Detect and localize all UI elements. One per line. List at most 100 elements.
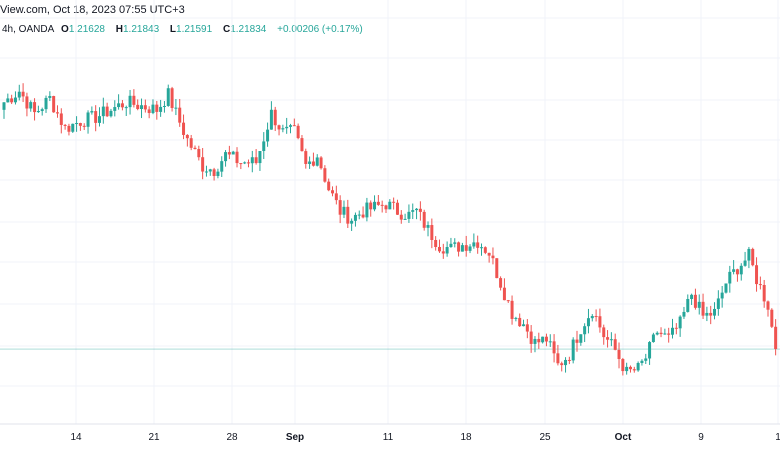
candle-56 [216,168,220,179]
candle-103 [395,199,399,216]
candle-body-180 [690,294,694,299]
candle-11 [44,95,48,113]
candle-body-120 [460,245,464,252]
candle-body-200 [766,301,770,310]
candle-16 [63,123,67,130]
candle-45 [174,98,178,116]
candle-body-118 [453,242,457,244]
candle-body-104 [399,214,403,220]
candle-148 [567,356,571,365]
candle-body-107 [411,210,415,212]
candle-53 [204,165,208,177]
candle-100 [384,204,388,214]
candle-158 [606,330,610,348]
candle-62 [239,163,243,170]
candle-body-91 [350,220,354,224]
candle-23 [90,106,94,115]
candle-body-4 [17,91,21,98]
candle-body-137 [525,324,529,332]
high-value: H1.21843 [115,24,160,35]
candle-body-87 [334,193,338,201]
candle-body-131 [502,287,506,301]
candle-154 [590,314,594,322]
candle-body-1 [6,98,10,103]
x-tick-label-0: 14 [70,432,82,443]
candle-body-70 [269,109,273,130]
chart-grid [0,0,780,424]
candle-body-114 [437,246,441,252]
candle-body-59 [227,152,231,155]
candle-body-62 [239,163,243,165]
candle-body-13 [52,96,56,113]
candle-body-117 [449,243,453,247]
chart-header-title: View.com, Oct 18, 2023 07:55 UTC+3 [0,4,185,16]
candle-body-37 [143,105,147,110]
candle-body-153 [586,318,590,327]
candle-182 [697,294,701,315]
candle-25 [98,107,101,127]
candle-body-22 [86,112,90,127]
candle-186 [713,302,717,320]
candle-body-34 [132,95,136,105]
candle-83 [319,156,323,170]
candle-20 [78,122,82,131]
candle-69 [266,122,270,147]
candle-body-60 [231,151,235,155]
candle-body-50 [193,147,197,150]
candle-189 [724,283,728,294]
candle-31 [120,100,124,111]
candle-117 [449,237,453,248]
candle-113 [434,236,438,251]
candle-105 [403,213,407,220]
candle-body-94 [361,214,365,218]
candle-body-105 [403,218,407,220]
candle-73 [281,124,285,133]
candle-body-111 [426,225,430,228]
candle-body-76 [292,125,296,127]
candle-122 [468,244,472,254]
candle-50 [193,145,197,150]
candle-body-32 [124,107,128,109]
candle-42 [162,101,166,113]
candle-body-185 [709,312,713,316]
candle-27 [105,102,109,118]
candle-body-92 [353,214,357,221]
candle-82 [315,154,319,167]
candle-183 [701,293,705,319]
candle-body-165 [632,369,636,371]
candle-body-46 [178,107,182,123]
candle-body-66 [254,157,258,164]
candle-body-113 [434,239,438,247]
candle-39 [151,99,155,115]
candle-body-25 [98,116,101,123]
candle-body-103 [395,202,399,215]
candle-112 [430,218,434,249]
candle-22 [86,110,90,134]
candle-body-6 [25,96,29,109]
candle-body-55 [212,169,216,177]
candle-52 [201,148,205,180]
candle-198 [758,276,762,290]
candle-164 [628,365,632,373]
candle-body-128 [491,255,495,259]
candle-145 [556,344,560,366]
candle-body-96 [369,202,373,210]
candle-81 [311,152,315,167]
candle-37 [143,99,147,113]
candle-body-197 [755,265,759,285]
candle-149 [571,337,575,364]
candle-body-130 [499,278,503,288]
candle-156 [598,308,602,333]
candle-153 [586,308,590,334]
candle-165 [632,366,636,373]
candle-15 [59,108,63,134]
candle-body-73 [281,128,285,130]
candle-body-144 [552,341,556,354]
candle-body-83 [319,157,323,169]
candle-body-3 [13,97,17,103]
candle-106 [407,204,411,223]
candle-body-150 [575,339,579,343]
candle-63 [243,161,247,165]
candle-142 [544,333,548,347]
